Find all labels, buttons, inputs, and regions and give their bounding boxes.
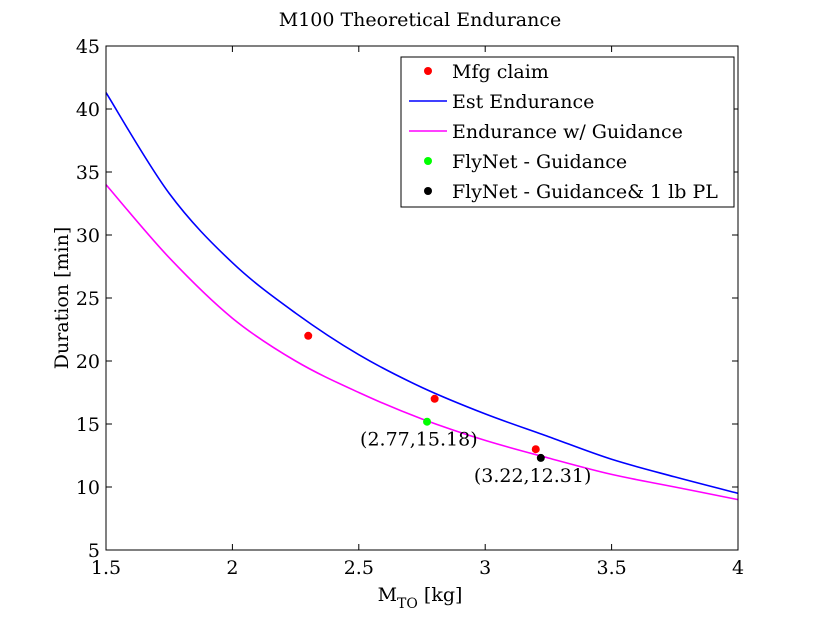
legend-label-3: Endurance w/ Guidance — [452, 121, 683, 143]
legend-swatch-1 — [424, 67, 432, 75]
plot-area — [105, 92, 739, 501]
series-1-point-2 — [430, 394, 439, 403]
chart-title: M100 Theoretical Endurance — [279, 9, 562, 31]
series-2-point-1 — [423, 417, 432, 426]
series-1-point-1 — [304, 331, 313, 340]
x-tick-label: 2 — [226, 557, 238, 579]
point-annotation-2: (3.22,12.31) — [474, 465, 592, 487]
x-axis-label: MTO [kg] — [378, 584, 463, 612]
y-tick-label: 5 — [88, 540, 100, 562]
legend: Mfg claim Est Endurance Endurance w/ Guida… — [400, 56, 735, 208]
series-line-1 — [105, 92, 739, 495]
y-tick-label: 10 — [76, 477, 100, 499]
x-tick-label: 3.5 — [596, 557, 626, 579]
legend-swatch-5 — [424, 187, 432, 195]
y-tick-label: 20 — [76, 351, 100, 373]
x-tick-label: 1.5 — [91, 557, 121, 579]
x-tick-label: 2.5 — [344, 557, 374, 579]
legend-box — [400, 56, 735, 208]
x-tick-label: 4 — [732, 557, 744, 579]
legend-label-4: FlyNet - Guidance — [452, 151, 627, 173]
series-1-point-3 — [531, 445, 540, 454]
y-axis-ticks: 5 10 15 20 25 30 35 40 45 — [76, 36, 738, 562]
point-annotations: (2.77,15.18) (3.22,12.31) — [360, 429, 591, 487]
y-tick-label: 25 — [76, 288, 100, 310]
legend-label-1: Mfg claim — [452, 61, 549, 83]
y-tick-label: 45 — [76, 36, 100, 58]
legend-label-5: FlyNet - Guidance& 1 lb PL — [452, 181, 718, 203]
y-tick-label: 35 — [76, 162, 100, 184]
y-tick-label: 30 — [76, 225, 100, 247]
legend-swatch-4 — [424, 157, 432, 165]
y-axis-label: Duration [min] — [51, 227, 73, 369]
y-tick-label: 15 — [76, 414, 100, 436]
x-axis-label-subscript: TO — [397, 596, 418, 612]
x-axis-ticks: 1.5 2 2.5 3 3.5 4 — [91, 46, 744, 579]
legend-label-2: Est Endurance — [452, 91, 594, 113]
y-tick-label: 40 — [76, 99, 100, 121]
x-axis-label-main: M — [378, 584, 397, 606]
series-3-point-1 — [536, 453, 545, 462]
series-line-2 — [105, 184, 739, 501]
x-tick-label: 3 — [479, 557, 491, 579]
x-axis-label-unit: [kg] — [418, 584, 463, 606]
point-annotation-1: (2.77,15.18) — [360, 429, 478, 451]
